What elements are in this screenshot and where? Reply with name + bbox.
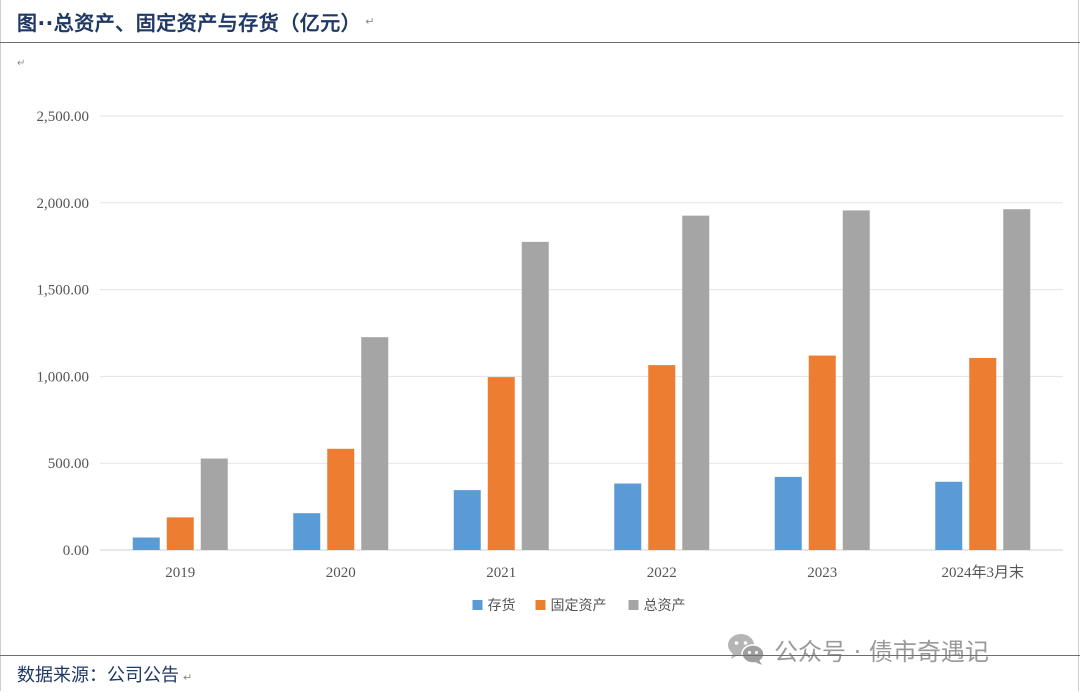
bar (648, 365, 676, 550)
chart-area: 0.00 500.00 1,000.00 1,500.00 2,000.00 2,500.… (0, 80, 1080, 640)
bar (521, 241, 549, 551)
y-tick-label: 2,500.00 (37, 109, 90, 125)
bar (1003, 209, 1031, 550)
bar (327, 448, 355, 550)
bar (935, 481, 963, 550)
bar (453, 490, 481, 550)
x-tick-label: 2019 (165, 565, 195, 581)
bar-chart: 0.00 500.00 1,000.00 1,500.00 2,000.00 2,500.… (37, 109, 1063, 614)
legend-label: 总资产 (644, 598, 686, 614)
chart-heading: 图··总资产、固定资产与存货（亿元） ↵ (17, 1, 375, 41)
chart-heading-text: 图··总资产、固定资产与存货（亿元） (17, 10, 362, 35)
bar (808, 355, 836, 550)
legend-label: 存货 (488, 597, 516, 614)
y-tick-label: 1,000.00 (37, 369, 90, 385)
y-tick-label: 2,000.00 (37, 196, 90, 212)
bar (200, 458, 228, 550)
bar (682, 215, 710, 550)
empty-paragraph-mark: ↵ (17, 58, 26, 69)
y-tick-label: 500.00 (48, 456, 89, 472)
paragraph-mark: ↵ (183, 671, 193, 684)
watermark: 公众号 · 债市奇遇记 (726, 631, 989, 667)
bar (361, 337, 389, 550)
top-rule (0, 42, 1080, 43)
source-note: 数据来源：公司公告 ↵ (17, 661, 192, 687)
source-text: 数据来源：公司公告 (17, 665, 179, 686)
bar (614, 483, 642, 550)
legend-label: 固定资产 (551, 598, 607, 614)
bar (842, 210, 870, 550)
legend-swatch (535, 600, 546, 610)
legend-swatch (472, 600, 483, 610)
x-tick-label: 2020 (326, 565, 356, 581)
bar (293, 513, 321, 550)
wechat-icon (728, 634, 765, 665)
bar (487, 377, 515, 550)
legend-swatch (628, 600, 639, 610)
bar (774, 476, 802, 550)
bottom-rule (0, 655, 1080, 656)
bar (166, 517, 194, 550)
y-tick-label: 0.00 (63, 543, 89, 559)
watermark-text: 公众号 · 债市奇遇记 (774, 637, 989, 666)
paragraph-mark: ↵ (365, 14, 375, 28)
bar (132, 537, 160, 550)
x-tick-label: 2024年3月末 (941, 564, 1024, 581)
x-tick-label: 2023 (807, 565, 837, 581)
x-tick-label: 2021 (486, 565, 516, 581)
y-tick-label: 1,500.00 (37, 283, 90, 299)
x-tick-label: 2022 (647, 565, 677, 581)
bar (969, 357, 997, 550)
